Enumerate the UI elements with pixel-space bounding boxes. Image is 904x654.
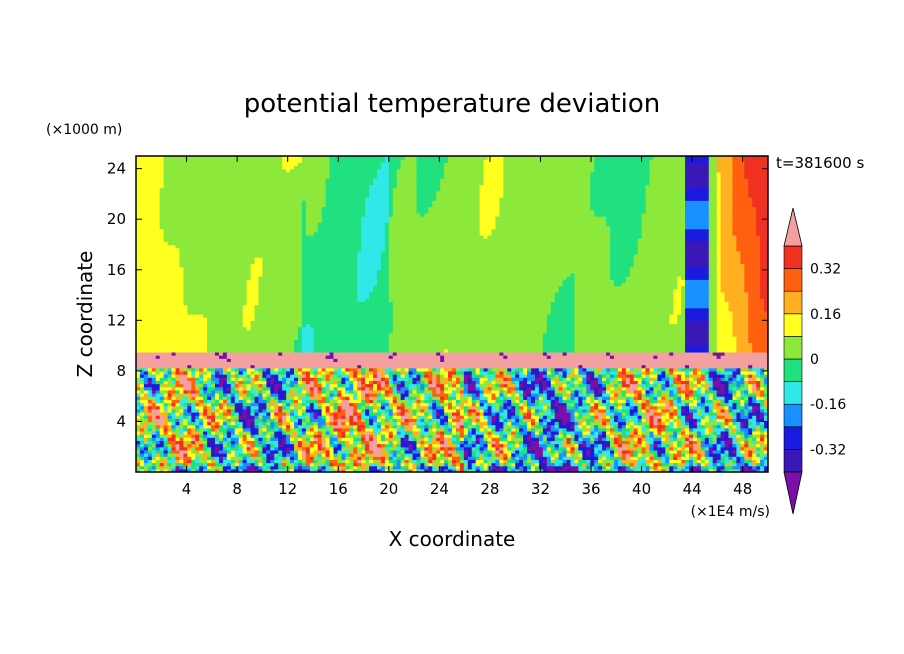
y-axis-label: Z coordinate (73, 251, 97, 378)
chart-title: potential temperature deviation (244, 89, 660, 119)
figure: potential temperature deviation (×1000 m… (0, 0, 904, 654)
x-unit-label: (×1E4 m/s) (691, 504, 770, 520)
heatmap-field (136, 156, 769, 473)
x-axis-label: X coordinate (389, 527, 516, 551)
y-unit-label: (×1000 m) (46, 122, 122, 138)
time-label: t=381600 s (776, 154, 864, 172)
